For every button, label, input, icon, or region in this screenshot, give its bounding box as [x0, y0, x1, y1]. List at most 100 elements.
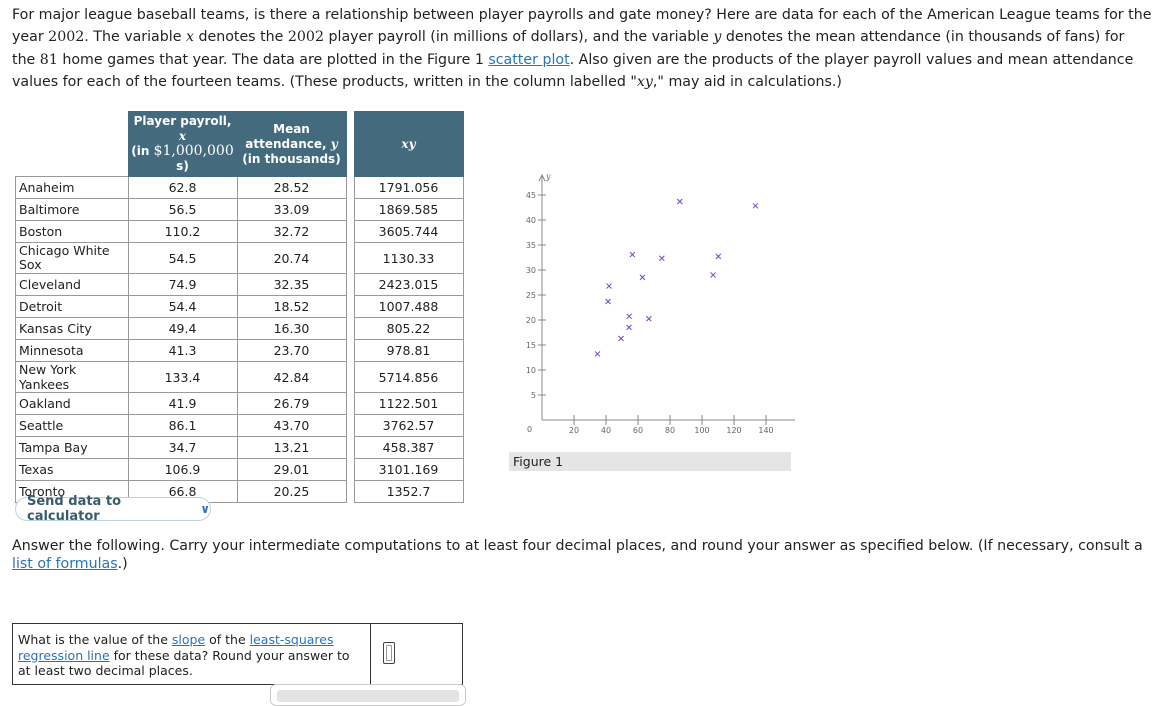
- payroll-cell: 54.4: [127, 295, 238, 318]
- xy-cell: 2423.015: [353, 273, 464, 296]
- team-cell: Kansas City: [15, 317, 129, 340]
- table-row: Baltimore 56.5 33.09 1869.585: [15, 198, 464, 221]
- attendance-cell: 32.35: [236, 273, 347, 296]
- team-cell: New York Yankees: [15, 361, 129, 393]
- payroll-cell: 49.4: [127, 317, 238, 340]
- attendance-cell: 23.70: [236, 339, 347, 362]
- attendance-header: Mean attendance, y (in thousands): [236, 111, 347, 177]
- y-tick-label: 15: [526, 341, 536, 350]
- table-row: Seattle 86.1 43.70 3762.57: [15, 414, 464, 437]
- slope-link[interactable]: slope: [171, 632, 206, 647]
- payroll-cell: 56.5: [127, 198, 238, 221]
- table-row: Minnesota 41.3 23.70 978.81: [15, 339, 464, 362]
- table-row: Chicago White Sox 54.5 20.74 1130.33: [15, 242, 464, 274]
- data-point: [629, 251, 636, 258]
- data-point: [752, 202, 759, 209]
- question-box: What is the value of the slope of the le…: [12, 623, 463, 685]
- payroll-header: Player payroll, x (in $1,000,000 s): [127, 111, 238, 177]
- xy-cell: 458.387: [353, 436, 464, 459]
- payroll-cell: 54.5: [127, 242, 238, 274]
- payroll-cell: 62.8: [127, 176, 238, 199]
- team-cell: Cleveland: [15, 273, 129, 296]
- team-cell: Boston: [15, 220, 129, 243]
- table-row: Anaheim 62.8 28.52 1791.056: [15, 176, 464, 199]
- table-row: Oakland 41.9 26.79 1122.501: [15, 392, 464, 415]
- intro-text: denotes the mean attendance (in thousand…: [12, 29, 1125, 68]
- y-axis-label: y: [545, 172, 551, 181]
- xy-cell: 805.22: [353, 317, 464, 340]
- slope-answer-input[interactable]: [383, 642, 395, 664]
- team-cell: Minnesota: [15, 339, 129, 362]
- x-tick-label: 80: [665, 426, 675, 435]
- intro-text: . Also given are the products of the pla…: [12, 51, 1134, 91]
- var-xy: xy: [636, 74, 653, 91]
- intro-text: For major league baseball teams, is ther…: [12, 7, 1152, 46]
- y-tick-label: 25: [526, 291, 536, 300]
- data-point: [710, 272, 716, 278]
- team-cell: Oakland: [15, 392, 129, 415]
- payroll-cell: 41.9: [127, 392, 238, 415]
- team-cell: Chicago White Sox: [15, 242, 129, 274]
- team-cell: Detroit: [15, 295, 129, 318]
- data-point: [646, 315, 652, 322]
- table-row: Cleveland 74.9 32.35 2423.015: [15, 273, 464, 296]
- table-row: Boston 110.2 32.72 3605.744: [15, 220, 464, 243]
- xy-cell: 3762.57: [353, 414, 464, 437]
- data-table: Player payroll, x (in $1,000,000 s) Mean…: [15, 111, 464, 503]
- attendance-cell: 20.74: [236, 242, 347, 274]
- intro-year: 2002: [287, 29, 324, 46]
- scatter-plot: xy02040608010012014051015202530354045: [526, 172, 795, 435]
- data-point: [626, 324, 632, 331]
- figure-caption: Figure 1: [509, 452, 791, 471]
- xy-cell: 3605.744: [353, 220, 464, 243]
- instructions-text: Answer the following. Carry your interme…: [12, 538, 1143, 572]
- team-cell: Baltimore: [15, 198, 129, 221]
- regression-line-link[interactable]: regression line: [18, 647, 110, 663]
- xy-cell: 1130.33: [353, 242, 464, 274]
- team-cell: Anaheim: [15, 176, 129, 199]
- intro-games: 81: [39, 51, 58, 68]
- team-cell: Tampa Bay: [15, 436, 129, 459]
- y-tick-label: 45: [526, 191, 536, 200]
- least-squares-link[interactable]: least-squares: [249, 632, 334, 647]
- xy-cell: 1352.7: [353, 480, 464, 503]
- bottom-button[interactable]: [270, 684, 466, 706]
- var-x: x: [185, 29, 194, 46]
- list-of-formulas-link[interactable]: list of formulas: [12, 555, 118, 572]
- xy-cell: 5714.856: [353, 361, 464, 393]
- attendance-cell: 28.52: [236, 176, 347, 199]
- payroll-cell: 86.1: [127, 414, 238, 437]
- attendance-cell: 42.84: [236, 361, 347, 393]
- divider: [370, 624, 371, 684]
- data-point: [618, 335, 624, 342]
- y-tick-label: 5: [531, 391, 536, 400]
- data-point: [715, 253, 722, 260]
- data-point: [626, 313, 633, 320]
- table-row: Detroit 54.4 18.52 1007.488: [15, 295, 464, 318]
- table-row: New York Yankees 133.4 42.84 5714.856: [15, 361, 464, 393]
- xy-cell: 1869.585: [353, 198, 464, 221]
- data-point: [606, 283, 612, 289]
- intro-text: ," may aid in calculations.): [652, 74, 842, 91]
- send-data-label: Send data to calculator: [27, 494, 122, 524]
- y-tick-label: 10: [526, 366, 536, 375]
- xy-cell: 1791.056: [353, 176, 464, 199]
- scatter-plot-link[interactable]: scatter plot: [488, 51, 570, 68]
- team-header-blank: [15, 111, 128, 177]
- data-point: [594, 351, 601, 357]
- xy-cell: 1007.488: [353, 295, 464, 318]
- attendance-cell: 26.79: [236, 392, 347, 415]
- xy-header: xy: [353, 111, 464, 177]
- x-tick-label: 60: [633, 426, 643, 435]
- send-data-to-calculator-button[interactable]: Send data to calculator ∨: [15, 494, 211, 524]
- attendance-cell: 43.70: [236, 414, 347, 437]
- intro-text: home games that year. The data are plott…: [57, 51, 489, 68]
- y-axis-arrow: [538, 173, 546, 182]
- y-tick-label: 30: [526, 266, 536, 275]
- payroll-cell: 34.7: [127, 436, 238, 459]
- data-point: [639, 274, 646, 281]
- y-tick-label: 20: [526, 316, 536, 325]
- attendance-cell: 32.72: [236, 220, 347, 243]
- x-tick-label: 120: [726, 426, 741, 435]
- chevron-down-icon: ∨: [200, 502, 210, 516]
